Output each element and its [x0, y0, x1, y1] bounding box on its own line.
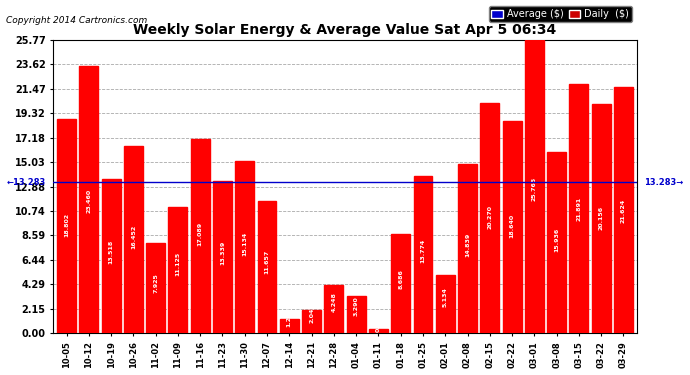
Bar — [391, 234, 410, 333]
Text: 15.936: 15.936 — [554, 227, 559, 252]
Text: 20.156: 20.156 — [599, 206, 604, 230]
Bar — [569, 84, 589, 333]
Bar — [614, 87, 633, 333]
Text: 18.640: 18.640 — [510, 214, 515, 238]
Text: 0.392: 0.392 — [376, 312, 381, 332]
Text: 14.839: 14.839 — [465, 233, 470, 257]
Text: 23.460: 23.460 — [86, 189, 91, 213]
Text: 13.518: 13.518 — [108, 240, 114, 264]
Bar — [57, 119, 76, 333]
Text: Copyright 2014 Cartronics.com: Copyright 2014 Cartronics.com — [6, 16, 148, 25]
Bar — [257, 201, 277, 333]
Bar — [213, 182, 232, 333]
Text: 2.043: 2.043 — [309, 303, 314, 323]
Text: 16.452: 16.452 — [131, 225, 136, 249]
Legend: Average ($), Daily  ($): Average ($), Daily ($) — [489, 6, 632, 22]
Text: 11.657: 11.657 — [264, 249, 270, 274]
Text: 13.283→: 13.283→ — [644, 178, 683, 187]
Text: 5.134: 5.134 — [443, 287, 448, 307]
Text: 8.686: 8.686 — [398, 269, 403, 289]
Text: 21.624: 21.624 — [621, 198, 626, 222]
Text: 3.290: 3.290 — [354, 297, 359, 316]
Bar — [79, 66, 98, 333]
Bar — [146, 243, 165, 333]
Bar — [413, 177, 433, 333]
Bar — [302, 310, 321, 333]
Bar — [101, 179, 121, 333]
Bar — [280, 319, 299, 333]
Text: 20.270: 20.270 — [487, 206, 493, 230]
Bar — [168, 207, 188, 333]
Text: 15.134: 15.134 — [242, 231, 247, 256]
Text: 11.125: 11.125 — [175, 252, 180, 276]
Bar — [458, 164, 477, 333]
Text: 1.236: 1.236 — [287, 307, 292, 327]
Bar — [525, 40, 544, 333]
Text: 7.925: 7.925 — [153, 273, 158, 293]
Text: 25.765: 25.765 — [532, 177, 537, 201]
Text: ←13.283: ←13.283 — [7, 178, 46, 187]
Bar — [369, 329, 388, 333]
Bar — [324, 285, 344, 333]
Text: 21.891: 21.891 — [576, 197, 582, 221]
Bar — [547, 152, 566, 333]
Bar — [124, 146, 143, 333]
Bar — [592, 104, 611, 333]
Bar — [502, 121, 522, 333]
Bar — [190, 139, 210, 333]
Title: Weekly Solar Energy & Average Value Sat Apr 5 06:34: Weekly Solar Energy & Average Value Sat … — [133, 23, 557, 37]
Bar — [235, 161, 254, 333]
Bar — [436, 275, 455, 333]
Text: 17.089: 17.089 — [197, 222, 203, 246]
Text: 13.339: 13.339 — [220, 241, 225, 265]
Text: 4.248: 4.248 — [331, 292, 336, 312]
Bar — [346, 296, 366, 333]
Bar — [480, 102, 500, 333]
Text: 18.802: 18.802 — [64, 213, 69, 237]
Text: 13.774: 13.774 — [420, 238, 426, 263]
